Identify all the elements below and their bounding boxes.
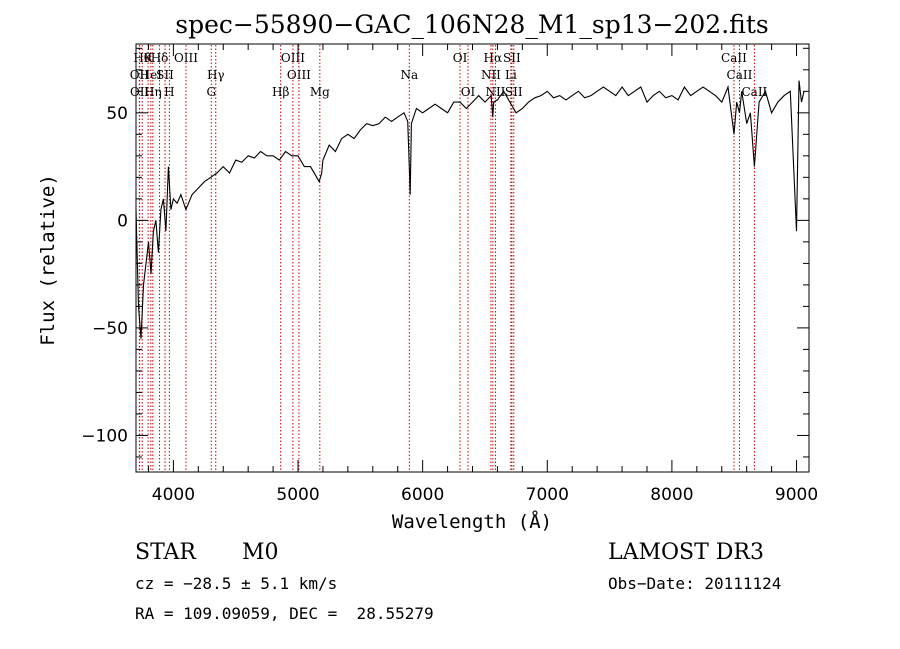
line-label-9: OII (130, 68, 150, 82)
line-label-24: OI (461, 85, 476, 99)
line-label-19: Hη (144, 85, 162, 99)
line-label-8: CaII (721, 51, 747, 65)
line-label-0: Hθ (133, 51, 151, 65)
line-label-15: NII (481, 68, 501, 82)
line-label-21: G (206, 85, 216, 99)
line-label-22: Hβ (272, 85, 289, 99)
y-tick-label: 50 (106, 104, 128, 124)
line-label-1: K (144, 51, 154, 65)
spectrum-chart: spec−55890−GAC_106N28_M1_sp13−202.fits H… (37, 10, 818, 533)
x-tick-label: 8000 (650, 485, 693, 505)
line-label-27: CaII (741, 85, 767, 99)
observation-date: Obs−Date: 20111124 (608, 574, 782, 593)
line-label-26: SII (505, 85, 523, 99)
line-label-20: H (164, 85, 174, 99)
x-tick-label: 5000 (276, 485, 319, 505)
y-axis-label: Flux (relative) (37, 174, 59, 346)
line-label-23: Mg (310, 85, 330, 99)
line-label-17: CaII (727, 68, 753, 82)
x-tick-label: 7000 (526, 485, 569, 505)
line-label-2: Hδ (151, 51, 169, 65)
chart-title: spec−55890−GAC_106N28_M1_sp13−202.fits (175, 10, 768, 39)
line-label-4: OIII (281, 51, 305, 65)
line-label-13: OIII (287, 68, 311, 82)
line-label-18: OII (130, 85, 150, 99)
line-label-11: SII (156, 68, 174, 82)
spectrum-line (135, 80, 805, 339)
y-tick-label: 0 (117, 211, 128, 231)
line-label-14: Na (400, 68, 418, 82)
line-label-6: Hα (484, 51, 503, 65)
line-markers (138, 45, 755, 471)
y-tick-label: −50 (92, 319, 128, 339)
x-tick-label: 4000 (152, 485, 195, 505)
ra-dec-coordinates: RA = 109.09059, DEC = 28.55279 (135, 604, 434, 623)
object-class: STAR (135, 540, 196, 565)
y-tick-label: −100 (81, 426, 128, 446)
x-tick-label: 6000 (401, 485, 444, 505)
plot-frame (135, 43, 810, 473)
x-axis-label: Wavelength (Å) (392, 510, 552, 533)
redshift-cz: cz = −28.5 ± 5.1 km/s (135, 574, 338, 593)
line-label-10: HeI (140, 68, 163, 82)
x-tick-label: 9000 (775, 485, 818, 505)
axis-ticks: 4000 5000 6000 7000 8000 9000 −100 −50 0 50 (81, 44, 818, 505)
line-label-7: SII (503, 51, 521, 65)
survey-name: LAMOST DR3 (608, 540, 764, 565)
line-label-16: Li (505, 68, 517, 82)
line-label-12: Hγ (207, 68, 225, 82)
object-subclass: M0 (242, 540, 279, 565)
line-label-5: OI (453, 51, 468, 65)
line-label-3: OIII (174, 51, 198, 65)
